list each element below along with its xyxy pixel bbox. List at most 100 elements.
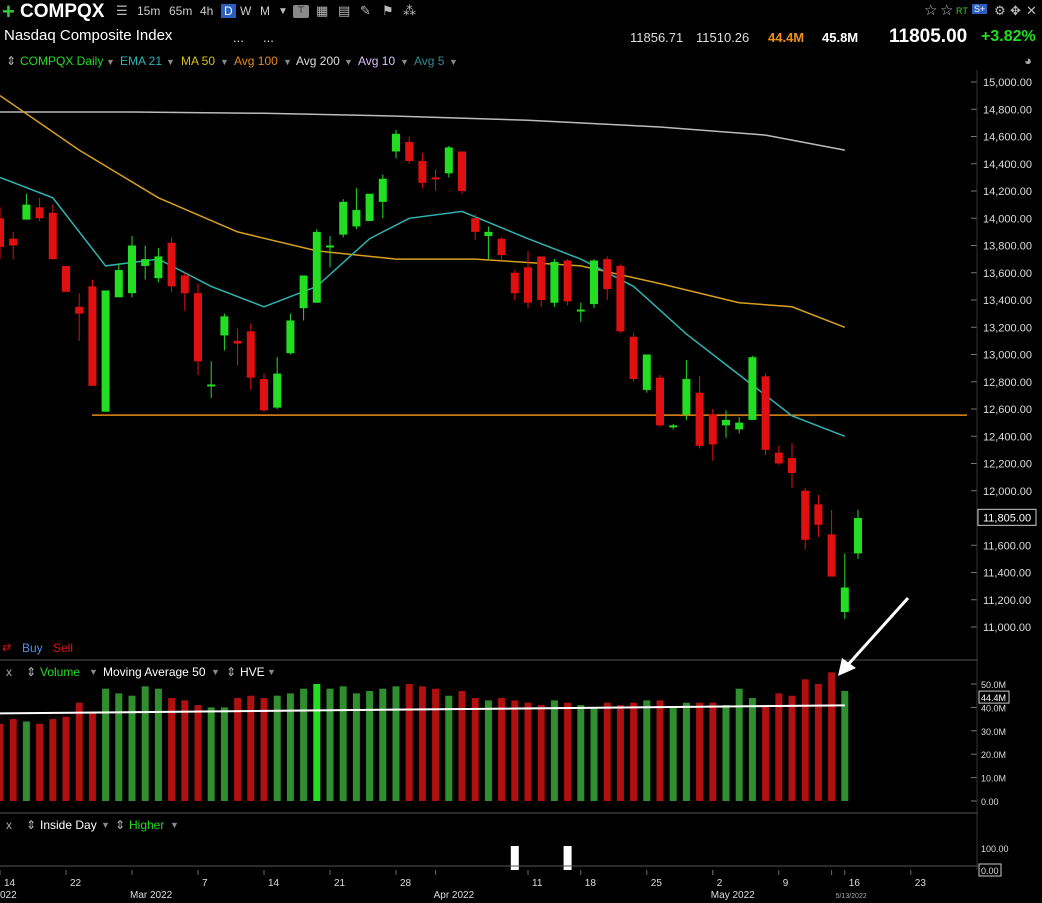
candle-body [524,267,532,303]
chevron-down-icon[interactable]: ▼ [449,57,458,67]
realtime-label[interactable]: RT [956,6,968,16]
sell-button[interactable]: Sell [53,641,74,655]
moving-average-label[interactable]: Moving Average 50 [103,665,206,679]
timeframe-dropdown-icon[interactable]: ▼ [278,6,288,17]
candle-body [339,201,348,235]
move-icon[interactable]: ✥ [1010,3,1021,18]
timeframe-w[interactable]: W [240,4,252,18]
chevron-down-icon[interactable]: ▼ [89,667,98,677]
date-label: 23 [915,878,927,889]
price-axis-label: 11,400.00 [983,568,1031,580]
candle-body [101,290,110,412]
share-icon[interactable]: ⁂ [403,3,416,18]
date-label: 25 [651,878,663,889]
hve-label[interactable]: HVE [240,665,265,679]
candle-body [207,384,216,387]
flag-icon[interactable]: ⚑ [382,3,394,18]
volume-bar [484,700,492,801]
volume-bar [656,700,664,801]
chevron-down-icon[interactable]: ▼ [101,820,110,830]
chevron-down-icon[interactable]: ▼ [211,667,220,677]
legend-avg200[interactable]: Avg 200 [296,54,340,68]
candle-body [167,242,176,287]
buy-button[interactable]: Buy [22,641,43,655]
splus-label[interactable]: S+ [972,4,988,14]
grid-icon[interactable]: ▦ [316,3,329,18]
chevron-down-icon[interactable]: ▼ [166,57,175,67]
chevron-down-icon[interactable]: ▼ [283,57,292,67]
chevron-down-icon[interactable]: ▼ [220,57,229,67]
volume-bar [49,719,57,801]
star-outline-icon[interactable]: ☆ [924,2,938,19]
volume-bar [445,695,453,801]
move-panel-icon[interactable]: ⇕ [226,665,237,679]
close-icon[interactable]: ✕ [1026,3,1037,18]
timeframe-65m[interactable]: 65m [169,4,193,18]
palette-icon[interactable]: ◕ [1024,53,1032,68]
legend-ema21[interactable]: EMA 21 [120,54,163,68]
price-axis-label: 13,800.00 [983,241,1032,253]
volume-bar [814,684,822,801]
move-panel-icon[interactable]: ⇕ [115,818,126,832]
legend-avg5[interactable]: Avg 5 [414,54,445,68]
chevron-down-icon[interactable]: ▼ [344,57,353,67]
candle-body [576,309,585,312]
candle-body [471,218,480,232]
gear-icon[interactable]: ⚙ [994,3,1006,18]
calculator-icon[interactable]: ▤ [338,3,351,18]
price-axis-label: 12,400.00 [983,431,1032,443]
pencil-icon[interactable]: ✎ [360,3,371,18]
timeframe-15m[interactable]: 15m [137,4,161,18]
legend-ma50[interactable]: MA 50 [181,54,216,68]
price-tag: 11,805.00 [983,512,1031,524]
volume-bar [603,702,611,801]
timeframe-4h[interactable]: 4h [200,4,214,18]
close-panel-button[interactable]: x [6,818,12,832]
chart-type-icon[interactable]: ⊤ [293,5,309,18]
move-panel-icon[interactable]: ⇕ [26,818,37,832]
symbol-title[interactable]: COMPQX [20,1,105,22]
volume-value: 45.8M [822,30,859,45]
volume-tag: 44.4M [981,693,1006,703]
add-symbol-icon[interactable]: + [2,0,15,24]
volume-bar [669,707,677,801]
legend-symbol-daily[interactable]: COMPQX Daily [20,54,104,68]
close-panel-button[interactable]: x [6,665,12,679]
timeframe-m[interactable]: M [260,4,270,18]
volume-label[interactable]: Volume [40,665,81,679]
inside-day-label[interactable]: Inside Day [40,818,97,832]
move-panel-icon[interactable]: ⇕ [26,665,37,679]
symbol-move-icon[interactable]: ⇕ [6,54,17,68]
chevron-down-icon[interactable]: ▼ [106,57,115,67]
legend-avg10[interactable]: Avg 10 [358,54,396,68]
candle-body [352,210,361,227]
candle-body [378,178,387,202]
volume-bar [392,686,400,801]
higher-label[interactable]: Higher [129,818,165,832]
trade-arrows-icon[interactable]: ⇄ [2,642,12,654]
volume-bar [88,712,96,801]
candle-body [180,275,189,294]
volume-bar [801,679,809,801]
volume-bar [154,688,162,801]
star-outline-icon[interactable]: ☆ [940,2,954,19]
volume-bar [326,688,334,801]
price-axis-label: 12,200.00 [983,459,1032,471]
volume-avg-value: 44.4M [768,30,805,45]
candle-body [48,212,57,260]
chevron-down-icon[interactable]: ▼ [170,820,179,830]
volume-bar [273,695,281,801]
chevron-down-icon[interactable]: ▼ [267,667,276,677]
security-name: Nasdaq Composite Index [4,27,173,44]
price-axis-label: 12,600.00 [983,404,1032,416]
timeframe-d[interactable]: D [221,4,236,18]
candle-body [418,161,427,183]
volume-bar [379,688,387,801]
candle-body [141,259,150,266]
chevron-down-icon[interactable]: ▼ [400,57,409,67]
price-axis-label: 15,000.00 [983,77,1032,89]
date-label: 2 [717,878,723,889]
list-icon[interactable]: ☰ [116,3,128,18]
legend-avg100[interactable]: Avg 100 [234,54,278,68]
